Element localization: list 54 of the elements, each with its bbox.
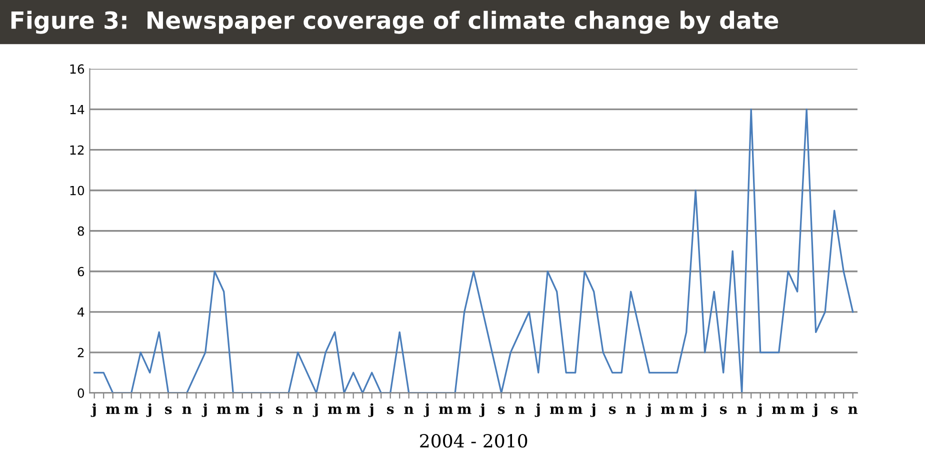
- x-tick-label: j: [646, 403, 651, 417]
- x-tick-label: j: [756, 403, 762, 417]
- x-tick-label: s: [609, 406, 616, 414]
- x-tick-label: m: [346, 406, 360, 414]
- x-tick-label: m: [550, 406, 564, 414]
- x-tick-label: j: [202, 403, 207, 417]
- x-tick-label: j: [90, 403, 96, 417]
- x-tick-label: n: [626, 406, 636, 414]
- y-tick-label: 12: [70, 145, 84, 155]
- x-tick-label: m: [679, 406, 694, 414]
- x-tick-label: s: [831, 406, 838, 414]
- x-tick-label: s: [387, 406, 394, 414]
- line-series: [94, 108, 854, 393]
- x-tick-label: j: [701, 403, 706, 417]
- x-tick-label: n: [404, 406, 414, 414]
- x-tick-label: m: [235, 406, 250, 414]
- x-tick-label: m: [438, 406, 453, 414]
- x-tick-label: j: [368, 403, 374, 417]
- x-tick-label: j: [812, 403, 818, 417]
- x-tick-label: m: [216, 406, 231, 414]
- x-tick-label: j: [424, 403, 429, 417]
- x-tick-label: m: [790, 406, 804, 414]
- x-tick-label: n: [182, 406, 192, 414]
- y-tick-label: 0: [78, 388, 84, 398]
- x-tick-label: m: [660, 406, 675, 414]
- y-tick-label: 2: [78, 348, 84, 358]
- x-tick-label: s: [165, 406, 172, 414]
- y-tick-label: 6: [78, 266, 84, 276]
- x-tick-label: m: [124, 406, 138, 414]
- x-tick-label: m: [457, 406, 472, 414]
- y-tick-label: 4: [78, 308, 84, 317]
- x-tick-label: j: [146, 403, 152, 417]
- chart-title: Figure 3: Newspaper coverage of climate change by date: [11, 10, 778, 34]
- y-tick-label: 10: [70, 186, 84, 196]
- x-tick-label: n: [848, 406, 858, 414]
- x-tick-label: n: [515, 406, 525, 414]
- x-tick-label: m: [568, 406, 582, 414]
- x-tick-label: s: [498, 406, 505, 414]
- x-tick-label: m: [106, 406, 120, 414]
- x-tick-label: s: [720, 406, 727, 414]
- x-axis-title: 2004 - 2010: [420, 434, 528, 448]
- x-tick-label: j: [590, 403, 596, 417]
- x-tick-label: j: [312, 403, 318, 417]
- x-tick-label: s: [276, 406, 283, 414]
- x-tick-label: j: [479, 403, 484, 417]
- x-tick-label: m: [328, 406, 342, 414]
- x-tick-label: j: [534, 403, 540, 417]
- y-tick-label: 14: [70, 104, 84, 114]
- y-tick-label: 8: [78, 226, 84, 236]
- x-tick-label: n: [293, 406, 303, 414]
- y-tick-label: 16: [70, 64, 84, 74]
- x-tick-label: n: [737, 406, 747, 414]
- x-tick-label: m: [772, 406, 786, 414]
- x-tick-label: j: [257, 403, 262, 417]
